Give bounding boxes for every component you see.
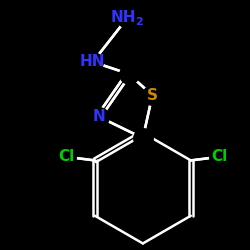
- Text: NH: NH: [111, 10, 136, 25]
- Text: Cl: Cl: [58, 149, 74, 164]
- Text: 2: 2: [135, 17, 143, 27]
- Text: Cl: Cl: [211, 149, 228, 164]
- Text: N: N: [92, 109, 105, 124]
- Text: S: S: [147, 88, 158, 103]
- Text: HN: HN: [80, 54, 106, 70]
